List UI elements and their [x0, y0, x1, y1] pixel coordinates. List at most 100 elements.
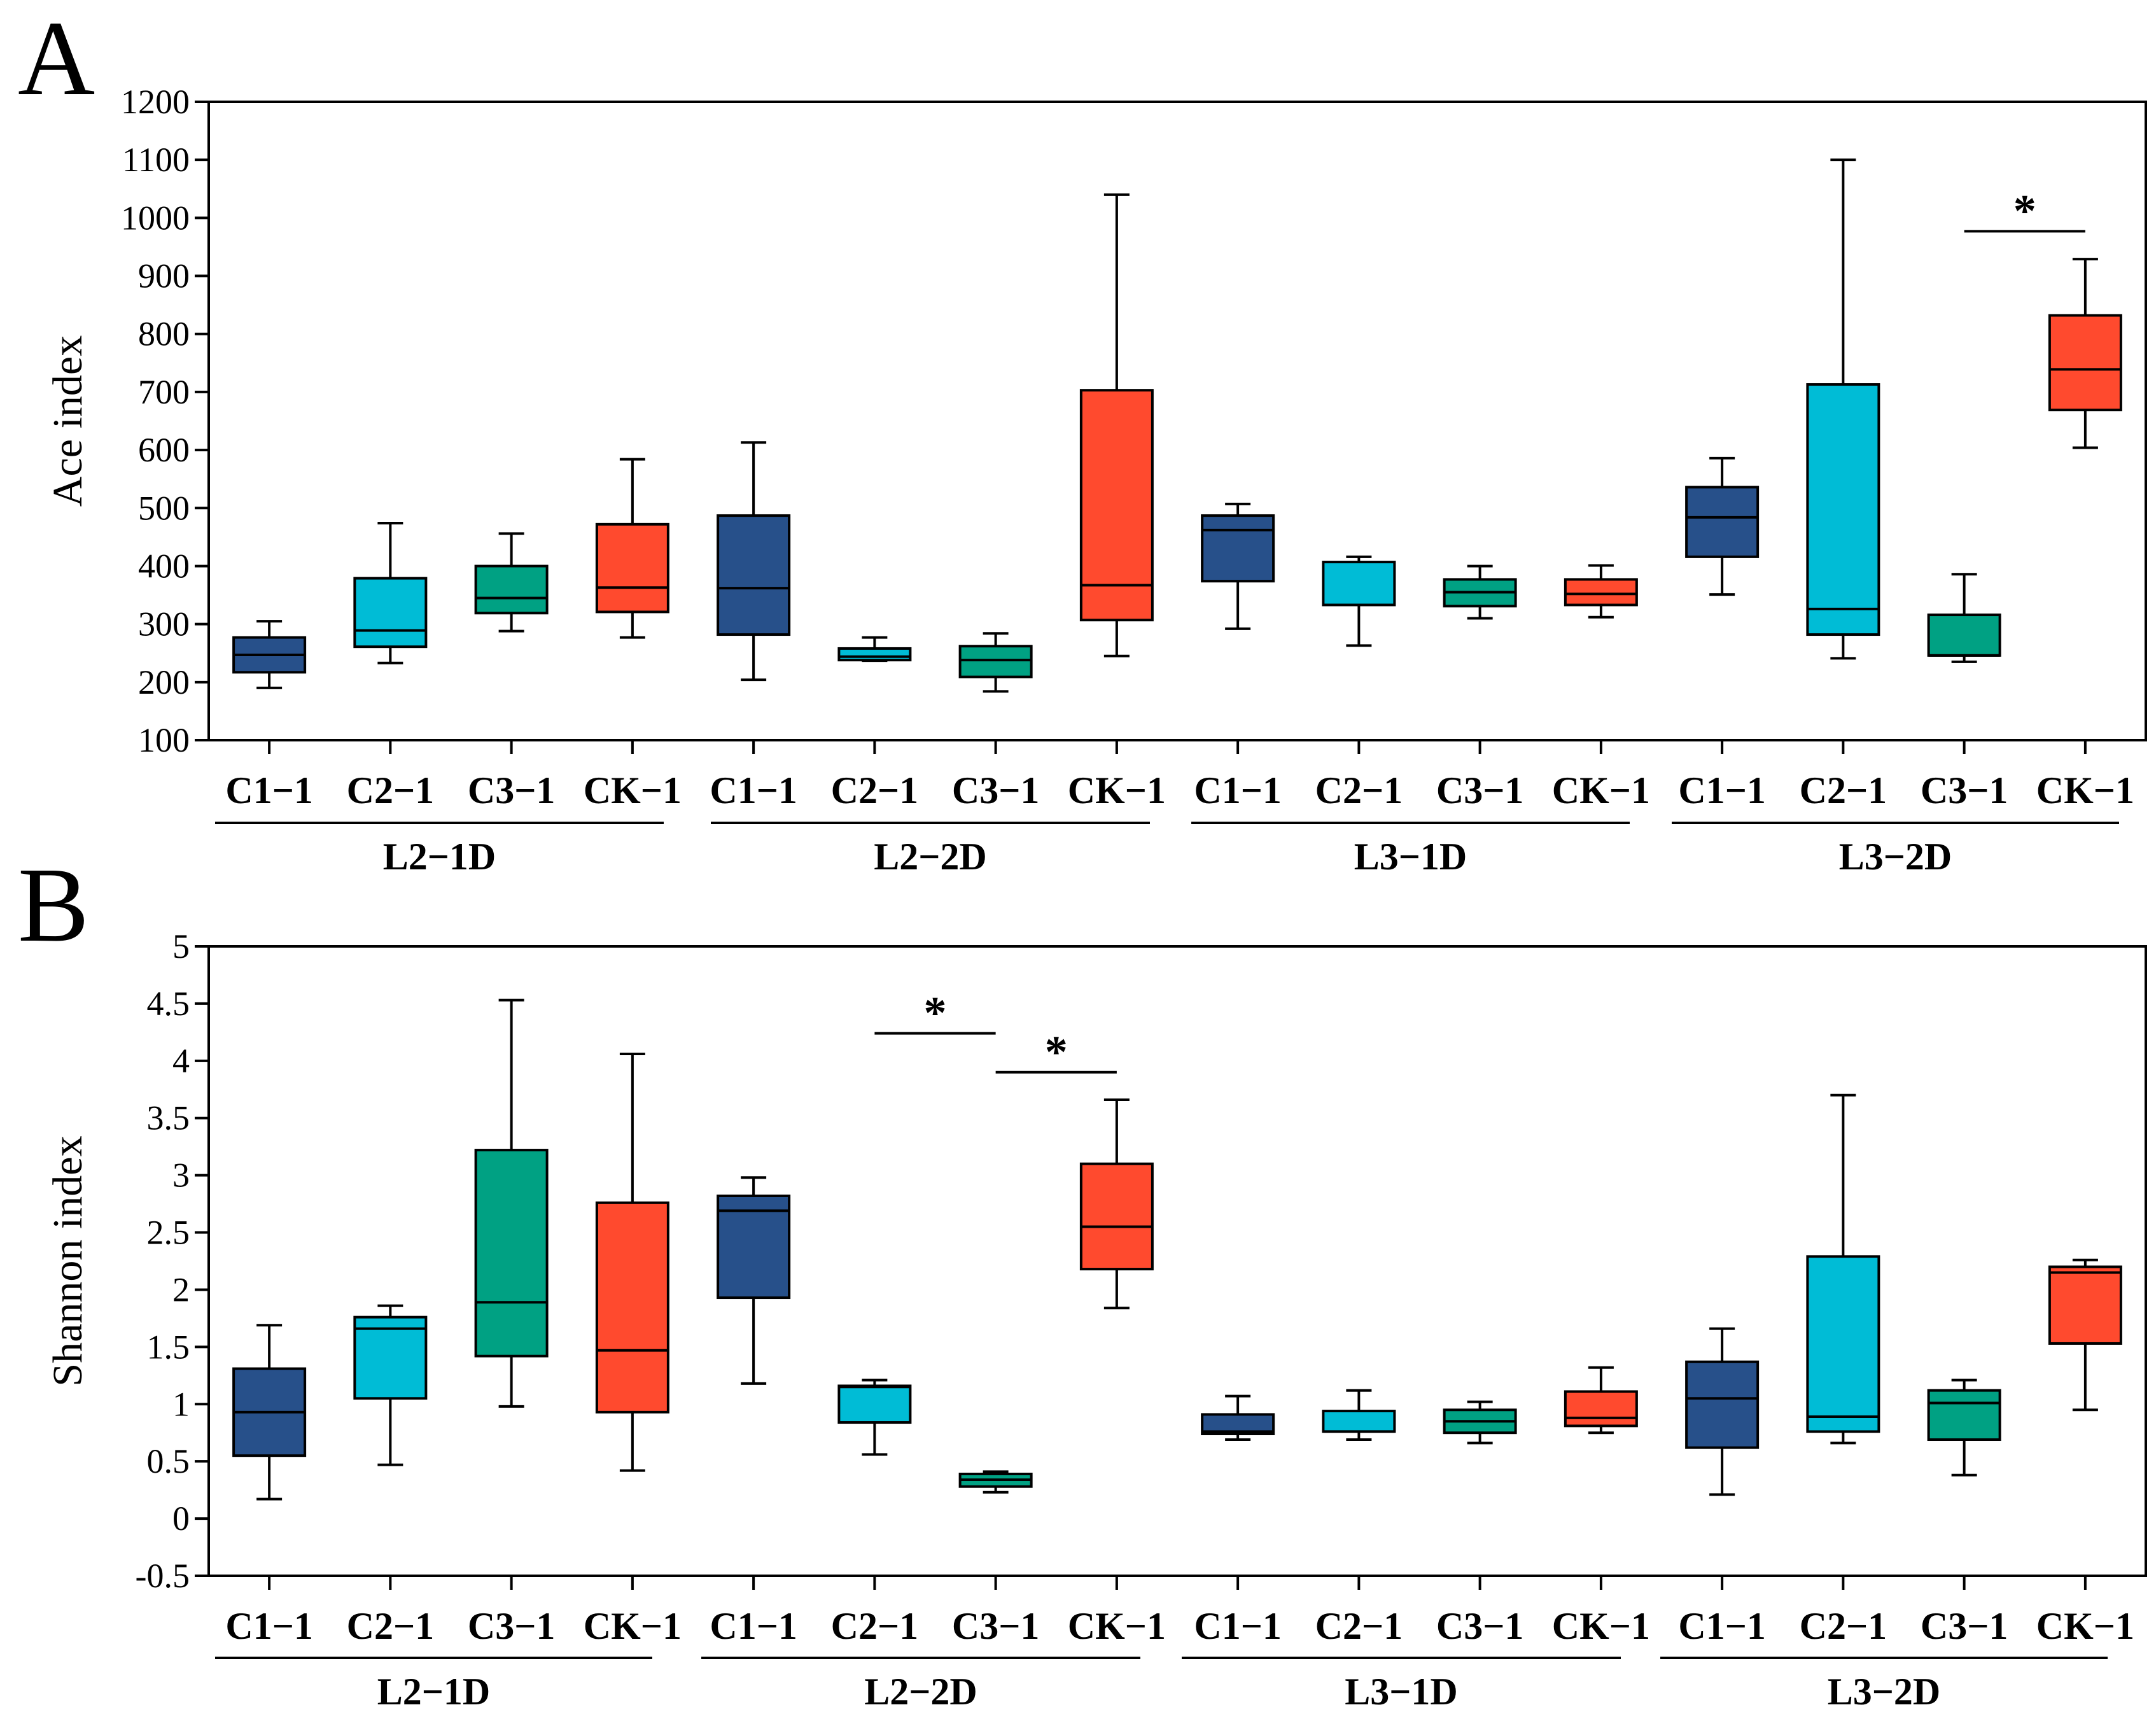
box-c1-1 [1685, 1360, 1760, 1449]
box-ck-1 [2048, 314, 2122, 412]
y-tick-label: 500 [138, 489, 190, 527]
box-ck-1 [595, 523, 669, 614]
y-tick-label: 1 [172, 1385, 190, 1423]
y-tick-label: 400 [138, 547, 190, 585]
box-c3-1 [474, 565, 549, 615]
y-tick-label: 600 [138, 431, 190, 469]
y-tick-label: 200 [138, 663, 190, 701]
plot-frame [207, 101, 2147, 741]
box-ck-1 [1564, 578, 1638, 607]
y-tick-label: 0.5 [147, 1442, 190, 1480]
box-c2-1 [1322, 561, 1396, 607]
x-tick-label: C2−1 [1800, 769, 1887, 811]
x-tick-label: C3−1 [1921, 769, 2008, 811]
plot-frame [207, 945, 2147, 1577]
y-tick-label: 4.5 [147, 985, 190, 1023]
panel-letter-a: A [18, 0, 95, 118]
y-tick-label: 3.5 [147, 1099, 190, 1137]
y-tick-label: -0.5 [136, 1557, 190, 1595]
box-c3-1 [1927, 614, 2001, 657]
y-tick-label: 700 [138, 373, 190, 411]
x-tick-label: C2−1 [831, 1605, 919, 1647]
group-label: L2−1D [377, 1671, 491, 1713]
x-tick-label: CK−1 [2036, 1605, 2134, 1647]
box-c3-1 [1927, 1389, 2001, 1442]
box-c1-1 [717, 514, 791, 636]
y-tick-label: 1100 [122, 141, 190, 179]
x-tick-label: C1−1 [710, 1605, 797, 1647]
x-tick-label: CK−1 [584, 1605, 682, 1647]
x-tick-label: CK−1 [1068, 1605, 1166, 1647]
x-tick-label: CK−1 [584, 769, 682, 811]
box-ck-1 [595, 1201, 669, 1414]
x-tick-label: C1−1 [1678, 1605, 1766, 1647]
x-tick-label: CK−1 [1552, 1605, 1650, 1647]
box-c2-1 [353, 577, 428, 649]
significance-star: * [2013, 185, 2036, 236]
x-tick-label: C1−1 [710, 769, 797, 811]
box-ck-1 [1564, 1390, 1638, 1428]
x-tick-label: C3−1 [952, 769, 1040, 811]
y-tick-label: 800 [138, 315, 190, 353]
y-tick-label: 1200 [121, 83, 190, 121]
panel-b: B -0.5 0 0.5 1 1.5 2 2.5 3 3.5 4 4.5 5 Shannon index C… [18, 846, 2147, 1713]
y-tick-label: 2 [172, 1270, 190, 1309]
x-tick-label: C3−1 [1436, 1605, 1524, 1647]
x-tick-label: C3−1 [1921, 1605, 2008, 1647]
x-tick-label: C1−1 [225, 1605, 313, 1647]
y-tick-label: 1000 [121, 199, 190, 237]
significance-star: * [924, 988, 947, 1039]
x-tick-label: CK−1 [1552, 769, 1650, 811]
x-tick-label: C1−1 [225, 769, 313, 811]
significance-star: * [1045, 1027, 1068, 1077]
group-label: L3−1D [1345, 1671, 1458, 1713]
x-tick-label: C2−1 [347, 769, 435, 811]
x-tick-label: C3−1 [952, 1605, 1040, 1647]
x-tick-label: C3−1 [468, 769, 556, 811]
box-c2-1 [837, 647, 912, 662]
box-c2-1 [1806, 383, 1880, 636]
group-label: L3−2D [1828, 1671, 1941, 1713]
box-c3-1 [958, 645, 1033, 678]
box-c3-1 [474, 1149, 549, 1358]
box-ck-1 [2048, 1265, 2122, 1345]
x-tick-label: C1−1 [1194, 769, 1282, 811]
box-c1-1 [1201, 514, 1275, 583]
y-tick-label: 900 [138, 257, 190, 295]
y-tick-label: 0 [172, 1499, 190, 1538]
panel-letter-b: B [18, 846, 89, 964]
group-label: L2−2D [874, 836, 987, 878]
group-label: L3−1D [1354, 836, 1467, 878]
box-ck-1 [1079, 1162, 1154, 1271]
y-tick-label: 3 [172, 1156, 190, 1195]
x-tick-label: C2−1 [831, 769, 919, 811]
y-axis-label: Shannon index [45, 1135, 91, 1386]
x-tick-label: C2−1 [1315, 769, 1403, 811]
y-tick-label: 1.5 [147, 1328, 190, 1366]
y-tick-label: 100 [138, 721, 190, 759]
x-tick-label: CK−1 [2036, 769, 2134, 811]
box-c2-1 [837, 1384, 912, 1424]
y-tick-label: 5 [172, 927, 190, 965]
box-c1-1 [717, 1195, 791, 1300]
group-label: L2−2D [864, 1671, 977, 1713]
x-tick-label: C3−1 [468, 1605, 556, 1647]
group-label: L2−1D [383, 836, 496, 878]
x-tick-label: C2−1 [1315, 1605, 1403, 1647]
x-tick-label: C2−1 [347, 1605, 435, 1647]
box-ck-1 [1079, 389, 1154, 622]
x-tick-label: C3−1 [1436, 769, 1524, 811]
x-tick-label: C1−1 [1194, 1605, 1282, 1647]
y-tick-label: 2.5 [147, 1214, 190, 1252]
x-tick-label: CK−1 [1068, 769, 1166, 811]
panel-a: A 100 200 300 400 500 600 700 800 900 1000 1100 1200… [18, 0, 2147, 878]
x-tick-label: C2−1 [1800, 1605, 1887, 1647]
box-c2-1 [1806, 1255, 1880, 1433]
y-tick-label: 300 [138, 605, 190, 643]
box-c2-1 [1322, 1410, 1396, 1433]
box-c2-1 [353, 1316, 428, 1400]
y-tick-label: 4 [172, 1042, 190, 1080]
group-label: L3−2D [1839, 836, 1952, 878]
x-tick-label: C1−1 [1678, 769, 1766, 811]
